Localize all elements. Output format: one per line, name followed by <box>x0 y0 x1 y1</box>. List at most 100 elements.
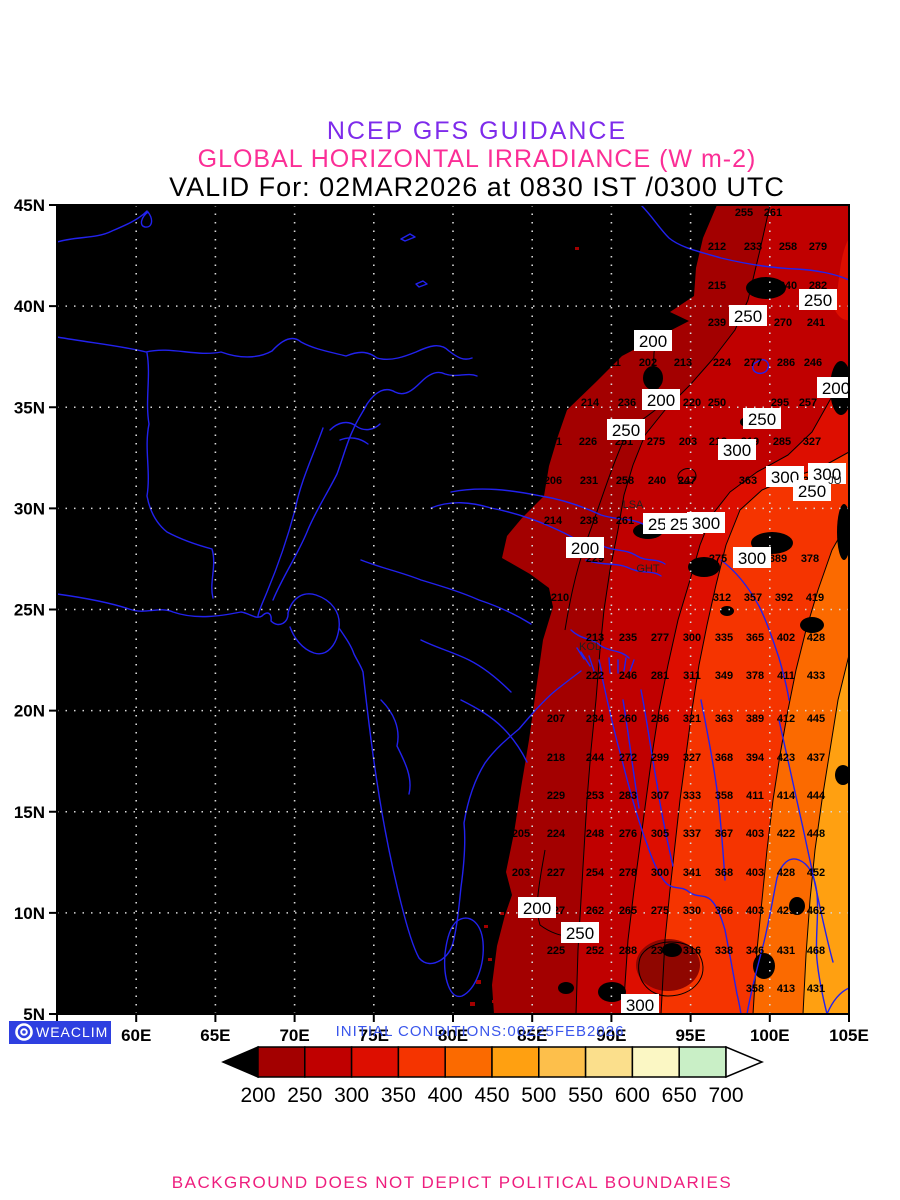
grid-value: 255 <box>735 207 753 219</box>
grid-value: 419 <box>806 592 824 604</box>
grid-value: 428 <box>777 867 795 879</box>
contour-label: 300 <box>718 439 756 460</box>
contour-label: 200 <box>518 897 556 918</box>
grid-value: 363 <box>715 713 733 725</box>
grid-value: 462 <box>807 905 825 917</box>
grid-value: 431 <box>777 945 795 957</box>
y-tick-label: 35N <box>14 398 45 417</box>
grid-value: 311 <box>683 670 701 682</box>
grid-value: 214 <box>581 397 600 409</box>
title-valid-time: VALID For: 02MAR2026 at 0830 IST /0300 U… <box>169 172 785 202</box>
contour-label-text: 300 <box>692 514 720 533</box>
x-tick-label: 85E <box>517 1026 547 1045</box>
colorbar-swatch <box>631 1046 680 1078</box>
grid-value: 411 <box>746 790 764 802</box>
contour-label-box <box>642 389 680 410</box>
grid-value: 316 <box>683 945 701 957</box>
contour-label-text: 200 <box>647 391 675 410</box>
contour-label: 200 <box>566 537 604 558</box>
grid-value: 337 <box>683 828 701 840</box>
caspian-coast <box>57 210 153 243</box>
grid-value: 258 <box>616 475 634 487</box>
grid-value: 357 <box>744 592 762 604</box>
contour-label-text: 300 <box>723 441 751 460</box>
grid-value: 275 <box>651 905 669 917</box>
grid-value: 206 <box>544 475 562 487</box>
grid-value: 346 <box>746 945 764 957</box>
colorbar: 200 250 300 350 400 450 500 550 600 650 700 <box>221 1045 764 1107</box>
x-tick-label: 80E <box>438 1026 468 1045</box>
contour-label-box <box>621 994 659 1015</box>
colorbar-swatch <box>350 1046 400 1078</box>
y-tick-label: 30N <box>14 499 45 518</box>
contour-label-box <box>799 289 837 310</box>
grid-value: 225 <box>547 945 565 957</box>
colorbar-tick-label: 550 <box>568 1084 603 1107</box>
contour-label: 250 <box>793 480 831 501</box>
grid-value: 283 <box>619 790 637 802</box>
grid-value: 403 <box>746 828 764 840</box>
grid-value: 250 <box>708 397 726 409</box>
grid-value: 275 <box>647 436 665 448</box>
grid-value: 448 <box>807 828 825 840</box>
grid-value: 341 <box>683 867 701 879</box>
colorbar-tick-label: 700 <box>708 1084 743 1107</box>
grid-value: 428 <box>807 632 825 644</box>
colorbar-tick-label: 600 <box>615 1084 650 1107</box>
grid-value: 378 <box>746 670 764 682</box>
contour-label: 250 <box>743 408 781 429</box>
grid-value: 205 <box>512 828 530 840</box>
colorbar-tick-label: 450 <box>474 1084 509 1107</box>
contour-label-box <box>634 330 672 351</box>
grid-value: 412 <box>777 713 795 725</box>
logo-text: WEACLIM <box>36 1024 108 1040</box>
colorbar-over-arrow <box>725 1045 764 1079</box>
plateau-lake <box>752 359 770 375</box>
x-tick-label: 105E <box>829 1026 869 1045</box>
grid-value: 429 <box>777 905 795 917</box>
title-variable: GLOBAL HORIZONTAL IRRADIANCE (W m-2) <box>198 145 757 173</box>
grid-value: 335 <box>715 632 733 644</box>
grid-value: 212 <box>708 241 726 253</box>
cloud-dark-red-patch <box>636 939 700 991</box>
grid-value: 363 <box>739 475 757 487</box>
grid-value: 203 <box>512 867 530 879</box>
grid-value: 321 <box>683 713 701 725</box>
ganges-delta <box>570 629 635 674</box>
station-label: LSA <box>623 499 644 511</box>
grid-value: 414 <box>777 790 796 802</box>
grid-value: 236 <box>618 397 636 409</box>
contour-label: 200 <box>642 389 680 410</box>
grid-value: 349 <box>715 670 733 682</box>
grid-value: 238 <box>580 515 598 527</box>
station-label: KOL <box>579 641 601 653</box>
grid-value: 378 <box>801 553 819 565</box>
colorbar-tick-label: 400 <box>428 1084 463 1107</box>
grid-value: 444 <box>807 790 826 802</box>
contour-label-text: 300 <box>738 549 766 568</box>
grid-value: 305 <box>651 828 669 840</box>
grid-value: 240 <box>648 475 666 487</box>
gulf-of-thailand-coast <box>746 858 849 1014</box>
grid-value: 239 <box>708 317 726 329</box>
grid-value: 244 <box>586 752 605 764</box>
grid-value: 229 <box>547 790 565 802</box>
contour-label-box <box>687 512 725 533</box>
grid-value: 312 <box>713 592 731 604</box>
contour-label: 300 <box>733 547 771 568</box>
colorbar-swatch <box>538 1046 587 1078</box>
grid-value: 389 <box>746 713 764 725</box>
grid-value: 277 <box>744 357 762 369</box>
colorbar-swatch <box>304 1046 353 1078</box>
grid-value: 275 <box>709 553 727 565</box>
grid-value: 213 <box>674 357 692 369</box>
grid-value: 288 <box>619 945 637 957</box>
grid-value: 240 <box>779 280 797 292</box>
grid-point-values: 2202552612122332582792152402822392802702… <box>512 207 827 995</box>
grid-value: 210 <box>551 592 569 604</box>
colorbar-tick-label: 650 <box>662 1084 697 1107</box>
grid-value: 265 <box>619 905 637 917</box>
contour-label: 250 <box>607 419 645 440</box>
